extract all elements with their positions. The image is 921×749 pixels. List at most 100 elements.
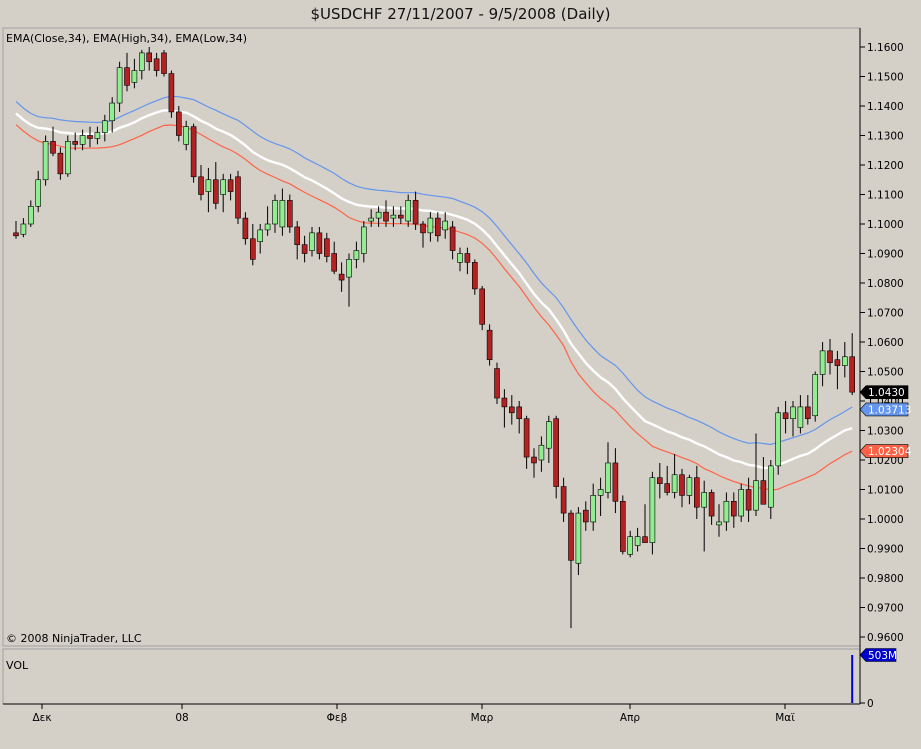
volume-badge-shape: [859, 648, 897, 662]
candle-body: [198, 176, 204, 195]
candle-body: [664, 483, 671, 493]
indicator-legend: EMA(Close,34), EMA(High,34), EMA(Low,34): [6, 32, 248, 45]
candle: [457, 247, 463, 272]
candle-body: [827, 350, 833, 363]
candle-body: [242, 217, 249, 240]
candle: [242, 212, 249, 245]
candle-body: [331, 253, 338, 272]
candle-body: [264, 223, 271, 231]
candle: [582, 501, 589, 531]
candle: [464, 247, 471, 275]
candle-body: [227, 179, 234, 192]
candle: [183, 120, 189, 151]
x-tick-label: Μαρ: [471, 712, 494, 724]
candle-body: [849, 356, 856, 393]
candle-body: [124, 67, 130, 86]
candle: [849, 333, 856, 396]
y-tick-label: 0.9700: [867, 603, 904, 615]
candle-body: [131, 70, 138, 83]
candle-body: [176, 111, 182, 136]
candle-body: [442, 220, 449, 231]
candle: [109, 97, 115, 133]
candle-body: [13, 232, 19, 237]
candle-body: [27, 206, 34, 225]
candle: [375, 206, 382, 227]
candle-body: [471, 262, 478, 290]
candle: [331, 241, 338, 275]
candle-body: [745, 489, 752, 511]
ema-low-badge-shape: [859, 444, 909, 458]
price-badges: 1.0430 1.03713 1.02304: [859, 385, 912, 458]
candle: [753, 433, 759, 517]
candle-body: [841, 356, 848, 366]
candle: [545, 415, 552, 463]
candles: [13, 47, 856, 629]
candle-body: [516, 406, 523, 419]
y-tick-label: 1.0900: [867, 249, 904, 261]
y-tick-label: 1.0300: [867, 426, 904, 438]
y-tick-label: 1.0200: [867, 455, 904, 467]
candle: [701, 480, 708, 552]
candle-body: [671, 474, 678, 493]
volume-badge-text: 503M: [868, 650, 897, 662]
candle-body: [420, 223, 426, 234]
y-tick-label: 0.9800: [867, 573, 904, 585]
candle-body: [560, 486, 567, 514]
candle: [35, 170, 42, 213]
candle-body: [94, 132, 101, 139]
candle-body: [301, 244, 308, 254]
candle-body: [701, 492, 708, 508]
x-tick-label: Απρ: [620, 712, 641, 724]
y-tick-label: 1.1200: [867, 160, 904, 172]
candle-body: [316, 232, 323, 254]
candle-body: [642, 536, 648, 543]
y-tick-label: 1.1000: [867, 219, 904, 231]
candle: [272, 194, 278, 233]
candle: [257, 224, 264, 254]
candle: [176, 106, 182, 142]
candle-body: [250, 238, 256, 260]
candle: [479, 285, 486, 331]
candle-body: [775, 412, 782, 467]
candle-body: [412, 200, 419, 225]
candle-body: [575, 512, 582, 564]
candle: [812, 371, 819, 422]
y-tick-label: 1.1500: [867, 72, 904, 84]
ema-high-badge: 1.03713: [859, 402, 911, 416]
candle-body: [597, 489, 604, 496]
candle: [819, 342, 826, 387]
y-tick-label: 1.1100: [867, 190, 904, 202]
ema-low-line: [15, 124, 853, 491]
candle: [745, 477, 752, 522]
candle: [656, 462, 663, 499]
x-tick-label: Φεβ: [327, 712, 348, 724]
ema-low-badge: 1.02304: [859, 444, 912, 458]
candle: [841, 342, 848, 378]
candle-body: [568, 512, 574, 561]
candle: [619, 495, 626, 555]
candle: [782, 401, 789, 434]
candle: [368, 209, 375, 227]
candle-body: [553, 418, 560, 487]
candle-body: [294, 226, 301, 245]
candle: [760, 457, 767, 505]
candle: [190, 123, 197, 183]
candle: [227, 173, 234, 201]
candle: [642, 504, 648, 543]
candle: [449, 221, 456, 260]
candle: [523, 415, 530, 469]
candle-body: [346, 259, 352, 278]
candle: [634, 527, 641, 552]
ema-close-line: [15, 109, 853, 470]
candle: [827, 339, 833, 375]
volume-badge: 503M: [859, 648, 897, 662]
candle-body: [383, 211, 389, 222]
candle-body: [619, 500, 626, 552]
candle-body: [523, 418, 530, 458]
candle-body: [605, 462, 611, 493]
candle: [397, 206, 404, 224]
candle-body: [486, 329, 493, 361]
candle-body: [397, 214, 404, 219]
last-price-badge-text: 1.0430: [868, 387, 905, 399]
